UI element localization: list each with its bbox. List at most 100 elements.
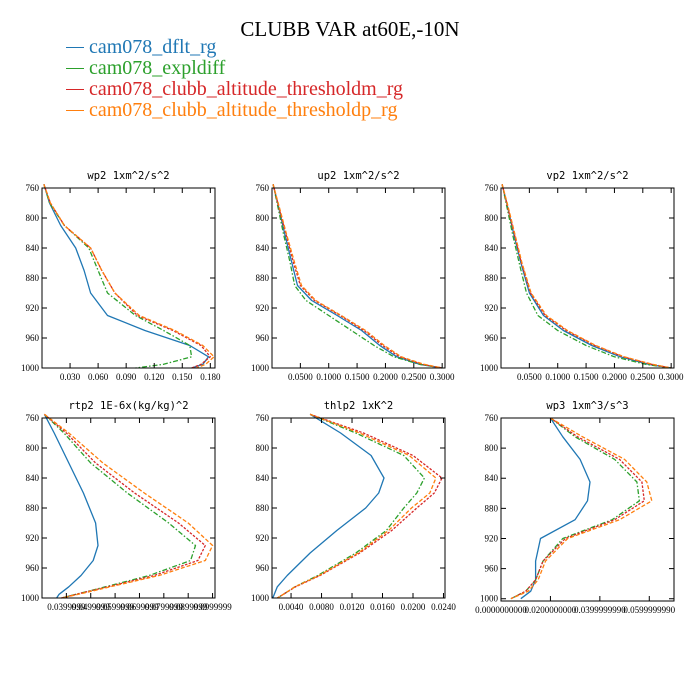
chart-panel-0: wp2 1xm^2/s^2 760 800 840 880 920 960 1000 0.030…	[21, 170, 221, 382]
x-tick-label: 0.0120	[340, 602, 365, 612]
panel-title: wp2 1xm^2/s^2	[87, 170, 169, 182]
y-tick-label: 1000	[251, 363, 270, 373]
y-tick-label: 800	[26, 443, 40, 453]
panel-title: thlp2 1xK^2	[324, 400, 394, 412]
series-line-3	[272, 184, 443, 369]
y-tick-label: 1000	[21, 363, 40, 373]
x-tick-label: 0.0500	[288, 372, 313, 382]
series-line-3	[44, 413, 214, 599]
legend-line-icon	[66, 47, 84, 48]
y-tick-label: 800	[26, 213, 40, 223]
series-line-1	[501, 184, 672, 369]
series-line-3	[501, 184, 672, 369]
legend-label: cam078_clubb_altitude_thresholdm_rg	[89, 78, 404, 100]
x-tick-label: 0.0200	[401, 602, 426, 612]
y-tick-label: 800	[485, 443, 499, 453]
x-tick-label: 0.1500	[345, 372, 370, 382]
x-tick-label: 0.0399999	[47, 602, 86, 612]
y-tick-label: 880	[26, 503, 40, 513]
x-tick-label: 0.0240	[431, 602, 456, 612]
legend-line-icon	[66, 110, 84, 111]
y-tick-label: 800	[256, 213, 270, 223]
y-tick-label: 840	[26, 243, 40, 253]
legend-label: cam078_expldiff	[89, 57, 226, 79]
x-tick-label: 0.2000	[373, 372, 398, 382]
y-tick-label: 960	[26, 333, 40, 343]
x-tick-label: 0.0699999	[120, 602, 159, 612]
x-tick-label: 0.180	[200, 372, 221, 382]
x-tick-label: 0.0599999	[96, 602, 135, 612]
x-tick-label: 0.060	[88, 372, 109, 382]
legend-label: cam078_dflt_rg	[89, 36, 217, 58]
series-line-1	[510, 417, 641, 600]
series-line-2	[276, 413, 443, 599]
y-tick-label: 760	[26, 183, 40, 193]
x-tick-label: 0.0500	[517, 372, 542, 382]
x-tick-label: 0.3000	[430, 372, 455, 382]
figure-title: CLUBB VAR at60E,-10N	[240, 17, 460, 41]
x-tick-label: 0.0499999	[72, 602, 111, 612]
x-tick-label: 0.0080	[309, 602, 334, 612]
chart-panel-5: wp3 1xm^3/s^3 760 800 840 880 920 960 10000.000…	[475, 400, 676, 615]
chart-panel-1: up2 1xm^2/s^2 760 800 840 880 920 960 1000 0.050…	[251, 170, 455, 382]
y-tick-label: 1000	[21, 593, 40, 603]
x-tick-label: 0.0000000000	[475, 605, 527, 615]
y-tick-label: 760	[256, 183, 270, 193]
y-tick-label: 840	[256, 243, 270, 253]
y-tick-label: 840	[26, 473, 40, 483]
series-line-1	[272, 184, 443, 369]
plot-frame	[41, 417, 216, 599]
series-line-0	[520, 417, 591, 600]
series-line-0	[43, 184, 210, 369]
y-tick-label: 800	[256, 443, 270, 453]
x-tick-label: 0.090	[116, 372, 137, 382]
plot-frame	[41, 187, 216, 369]
x-tick-label: 0.0200000000	[525, 605, 577, 615]
legend-item-thresholdm: cam078_clubb_altitude_thresholdm_rg	[66, 78, 404, 100]
x-tick-label: 0.0999999	[193, 602, 232, 612]
legend-item-dflt: cam078_dflt_rg	[66, 36, 403, 58]
y-tick-label: 960	[256, 563, 270, 573]
y-tick-label: 920	[26, 303, 40, 313]
series-line-0	[272, 413, 385, 599]
x-tick-label: 0.120	[144, 372, 165, 382]
y-tick-label: 760	[26, 413, 40, 423]
x-tick-label: 0.0399999990	[574, 605, 626, 615]
chart-panel-4: thlp2 1xK^2 760 800 840 880 920 960 1000 0.0040 0…	[251, 400, 456, 612]
x-tick-label: 0.1000	[545, 372, 570, 382]
x-tick-label: 0.2000	[602, 372, 627, 382]
series-line-2	[43, 184, 211, 369]
y-tick-label: 960	[256, 333, 270, 343]
y-tick-label: 880	[256, 273, 270, 283]
series-line-2	[43, 413, 206, 599]
series-line-3	[43, 184, 215, 369]
x-tick-label: 0.3000	[659, 372, 684, 382]
x-tick-label: 0.150	[172, 372, 193, 382]
panel-title: rtp2 1E-6x(kg/kg)^2	[68, 400, 188, 412]
series-line-0	[272, 184, 443, 369]
series-line-2	[510, 417, 645, 600]
legend-line-icon	[66, 68, 84, 69]
legend-item-thresholdp: cam078_clubb_altitude_thresholdp_rg	[66, 99, 403, 121]
series-line-3	[510, 417, 653, 600]
y-tick-label: 920	[256, 533, 270, 543]
y-tick-label: 760	[256, 413, 270, 423]
y-tick-label: 960	[485, 564, 499, 574]
plot-frame	[500, 417, 675, 602]
plot-frame	[271, 417, 446, 599]
y-tick-label: 880	[256, 503, 270, 513]
chart-panel-3: rtp2 1E-6x(kg/kg)^2 760 800 840 880 920 960 100…	[21, 400, 232, 612]
x-tick-label: 0.0599999990	[623, 605, 675, 615]
y-tick-label: 1000	[251, 593, 270, 603]
x-tick-label: 0.0040	[279, 602, 304, 612]
series-line-1	[43, 413, 197, 599]
legend-item-expldiff: cam078_expldiff	[66, 57, 403, 79]
y-tick-label: 920	[256, 303, 270, 313]
y-tick-label: 920	[485, 533, 499, 543]
series-line-1	[276, 413, 426, 599]
y-tick-label: 960	[485, 333, 499, 343]
x-tick-label: 0.0799999	[145, 602, 184, 612]
y-tick-label: 880	[485, 503, 499, 513]
x-tick-label: 0.2500	[630, 372, 655, 382]
